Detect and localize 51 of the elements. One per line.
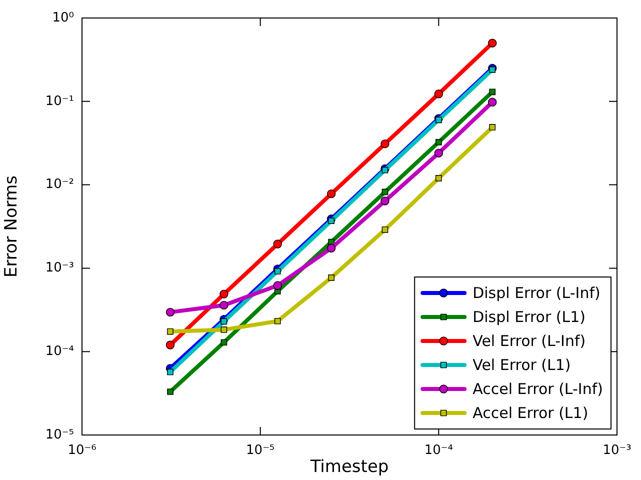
point [326,244,336,252]
point [167,368,174,376]
y-axis-title: Error Norms [2,175,22,278]
point [435,139,442,146]
point [220,300,228,310]
y-tick-label: 10⁻² [45,177,74,192]
point [274,318,281,324]
point [380,139,390,148]
point [489,124,496,130]
y-tick-label: 10⁰ [52,10,74,26]
point [166,340,175,350]
point [489,88,496,96]
point [274,268,281,274]
point [434,90,444,98]
y-tick-label: 10⁻⁴ [45,344,74,359]
point [328,274,334,281]
point [434,148,444,158]
point [435,116,442,124]
legend-label: Accel Error (L-Inf) [472,380,604,398]
x-axis-title: Timestep [309,457,389,478]
point [380,196,390,206]
legend-label: Accel Error (L1) [472,404,588,422]
point [326,189,336,198]
y-tick-label: 10⁻¹ [45,94,74,109]
x-tick-label: 10⁻⁴ [424,443,453,458]
point [488,98,497,106]
point [382,188,388,196]
point [220,326,228,333]
point [328,218,334,224]
point [273,281,282,290]
point [382,166,388,174]
y-tick-label: 10⁻⁵ [45,427,74,442]
x-tick-label: 10⁻⁵ [246,443,275,458]
legend-label: Vel Error (L1) [472,356,571,374]
legend-label: Vel Error (L-Inf) [472,332,586,350]
point [273,240,282,248]
point [488,38,497,48]
point [166,308,175,317]
point [220,339,228,346]
legend-label: Displ Error (L1) [472,308,586,326]
point [167,328,174,335]
point [220,318,228,325]
point [435,175,442,182]
point [167,388,174,395]
legend-label: Displ Error (L-Inf) [472,284,600,302]
x-tick-label: 10⁻⁶ [68,443,96,458]
point [220,290,228,298]
x-tick-label: 10⁻³ [602,443,632,458]
point [382,226,388,233]
y-tick-label: 10⁻³ [45,260,74,276]
point [489,66,496,73]
